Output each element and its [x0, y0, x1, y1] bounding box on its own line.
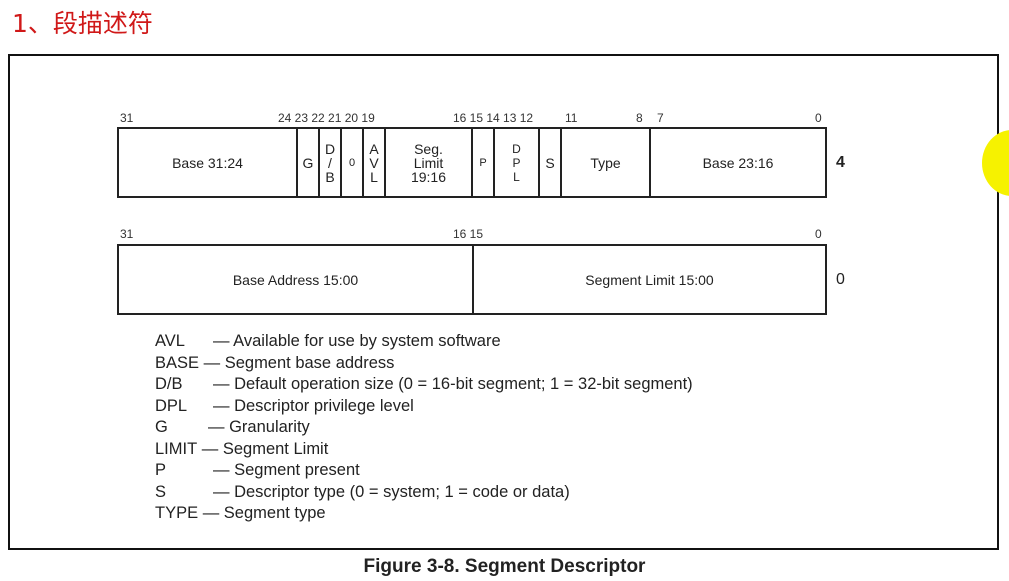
field-base-23-16: Base 23:16: [702, 154, 774, 171]
bit-label: 16 15 14 13 12: [453, 111, 534, 125]
bit-label: 16 15: [453, 227, 484, 241]
legend-item: BASE — Segment base address: [155, 353, 395, 372]
byte-offset: 0: [836, 271, 845, 288]
field-g: G: [298, 129, 320, 196]
field-segment-limit-15-00: Segment Limit 15:00: [585, 271, 714, 288]
bit-label: 8: [636, 111, 643, 125]
bit-label: 24 23 22 21 20 19: [278, 111, 375, 125]
field-base-31-24: Base 31:24: [119, 129, 298, 196]
legend-item: G — Granularity: [155, 418, 310, 436]
bit-label: 0: [815, 111, 822, 125]
legend-item: AVL — Available for use by system softwar…: [155, 332, 501, 350]
legend-item: D/B — Default operation size (0 = 16-bit …: [155, 375, 693, 393]
bit-label: 0: [815, 227, 822, 241]
legend-item: DPL — Descriptor privilege level: [155, 396, 414, 415]
field-type: Type: [562, 129, 651, 196]
descriptor-high-dword: Base 31:24 G D / B 0 A V L Seg. Limit 19…: [117, 127, 827, 198]
field-zero: 0: [342, 129, 364, 196]
legend-item: P — Segment present: [155, 461, 360, 479]
bit-label: 7: [657, 111, 664, 125]
field-base-address-15-00: Base Address 15:00: [119, 246, 474, 313]
field-avl: A V L: [364, 129, 386, 196]
bit-label: 11: [565, 111, 578, 125]
figure-caption: Figure 3-8. Segment Descriptor: [363, 556, 646, 577]
bit-label: 31: [120, 111, 134, 125]
field-p: P: [473, 129, 495, 196]
byte-offset: 4: [836, 154, 845, 171]
field-db: D / B: [320, 129, 342, 196]
bit-label: 31: [120, 227, 134, 241]
legend-item: TYPE — Segment type: [155, 504, 326, 522]
legend-item: LIMIT — Segment Limit: [155, 439, 329, 458]
descriptor-low-dword: Base Address 15:00 Segment Limit 15:00: [117, 244, 827, 315]
field-s: S: [540, 129, 562, 196]
field-seg-limit-19-16: Seg. Limit 19:16: [386, 129, 473, 196]
legend-item: S — Descriptor type (0 = system; 1 = code…: [155, 482, 570, 501]
figure-frame: [8, 54, 999, 550]
field-dpl: D P L: [495, 129, 540, 196]
legend: AVL — Available for use by system softwar…: [155, 331, 693, 525]
section-title: 1、段描述符: [12, 9, 153, 38]
